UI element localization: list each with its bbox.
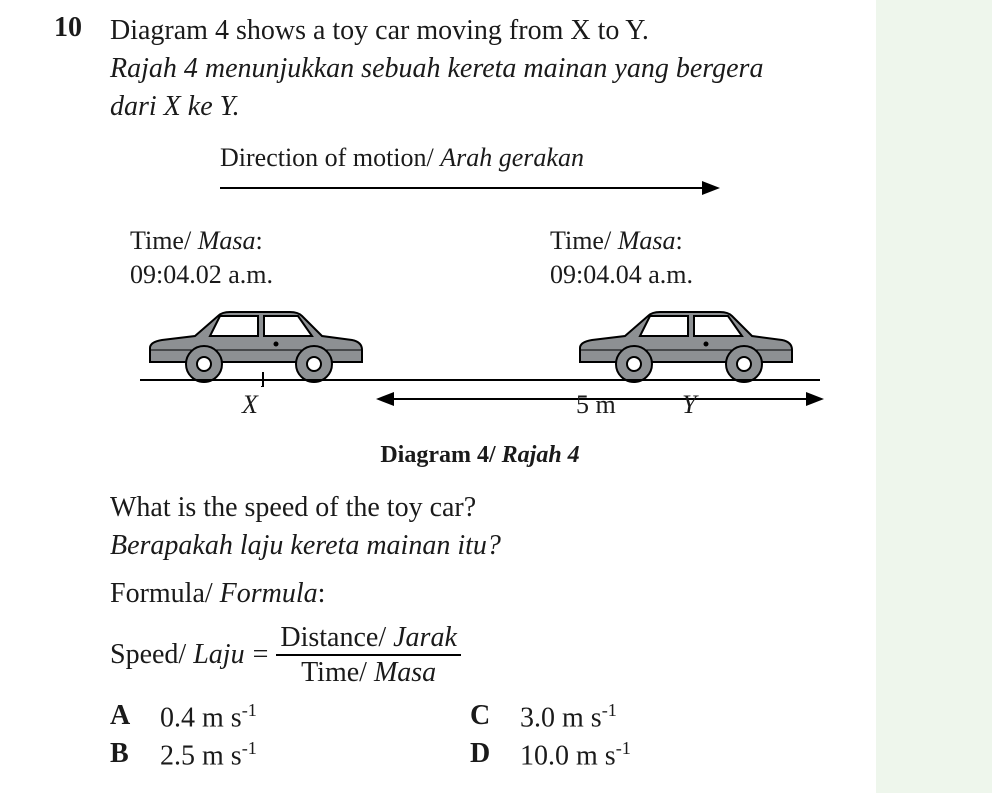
choice-a[interactable]: A 0.4 m s-1 (110, 700, 470, 734)
point-x-label: X (242, 390, 258, 420)
formula-label: Formula/ Formula: (110, 575, 890, 613)
right-tint (876, 0, 992, 793)
diagram-caption: Diagram 4/ Rajah 4 (140, 442, 820, 469)
equals-sign: = (253, 639, 269, 671)
page: 10 Diagram 4 shows a toy car moving from… (0, 0, 992, 793)
stem-malay-1: Rajah 4 menunjukkan sebuah kereta mainan… (110, 50, 890, 88)
diagram-4: Time/ Masa: 09:04.02 a.m. Time/ Masa: 09… (110, 224, 830, 424)
time-block-x: Time/ Masa: 09:04.02 a.m. (130, 224, 273, 292)
direction-of-motion: Direction of motion/ Arah gerakan (220, 143, 840, 202)
time-label-en-2: Time/ (550, 226, 618, 255)
frac-num-en: Distance/ (280, 622, 393, 653)
car-x-icon (140, 302, 370, 384)
choice-b-text: 2.5 m s-1 (160, 738, 257, 772)
stem-english: Diagram 4 shows a toy car moving from X … (110, 12, 890, 50)
direction-label-en: Direction of motion/ (220, 143, 440, 172)
dimension-arrow-icon (110, 386, 830, 412)
stem-malay-2: dari X ke Y. (110, 88, 890, 126)
question-block: 10 Diagram 4 shows a toy car moving from… (110, 12, 890, 772)
direction-label: Direction of motion/ Arah gerakan (220, 143, 840, 173)
point-y-label: Y (682, 390, 696, 420)
time-label-ms: Masa (198, 226, 256, 255)
car-y-icon (570, 302, 800, 384)
frac-den-ms: Masa (374, 657, 436, 688)
choice-b-letter: B (110, 738, 136, 772)
distance-label: 5 m (576, 390, 616, 420)
question-ask: What is the speed of the toy car? Berapa… (110, 489, 890, 565)
time-label-ms-2: Masa (618, 226, 676, 255)
choice-c-text: 3.0 m s-1 (520, 700, 617, 734)
time-block-y: Time/ Masa: 09:04.04 a.m. (550, 224, 693, 292)
choice-b[interactable]: B 2.5 m s-1 (110, 738, 470, 772)
caption-en: Diagram 4/ (380, 442, 501, 468)
ask-ms: Berapakah laju kereta mainan itu? (110, 527, 890, 565)
time-label-en: Time/ (130, 226, 198, 255)
choice-c-letter: C (470, 700, 496, 734)
formula: Speed/ Laju = Distance/ Jarak Time/ Masa (110, 623, 890, 688)
formula-fraction: Distance/ Jarak Time/ Masa (276, 623, 461, 688)
caption-ms: Rajah 4 (502, 442, 580, 468)
time-x-value: 09:04.02 a.m. (130, 260, 273, 289)
formula-lhs-ms: Laju (193, 639, 244, 670)
choice-c[interactable]: C 3.0 m s-1 (470, 700, 830, 734)
formula-label-en: Formula/ (110, 578, 220, 609)
choice-a-letter: A (110, 700, 136, 734)
direction-label-ms: Arah gerakan (440, 143, 584, 172)
answer-choices: A 0.4 m s-1 C 3.0 m s-1 B 2.5 m s-1 D 10… (110, 700, 890, 773)
formula-lhs-en: Speed/ (110, 639, 193, 670)
choice-d-text: 10.0 m s-1 (520, 738, 631, 772)
frac-den-en: Time/ (301, 657, 374, 688)
question-number: 10 (54, 12, 82, 44)
choice-d-letter: D (470, 738, 496, 772)
choice-d[interactable]: D 10.0 m s-1 (470, 738, 830, 772)
frac-num-ms: Jarak (393, 622, 457, 653)
ground-line (140, 379, 820, 381)
direction-arrow-icon (220, 179, 720, 197)
formula-label-ms: Formula (220, 578, 318, 609)
x-tick-icon (258, 372, 268, 390)
choice-a-text: 0.4 m s-1 (160, 700, 257, 734)
ask-en: What is the speed of the toy car? (110, 489, 890, 527)
time-y-value: 09:04.04 a.m. (550, 260, 693, 289)
